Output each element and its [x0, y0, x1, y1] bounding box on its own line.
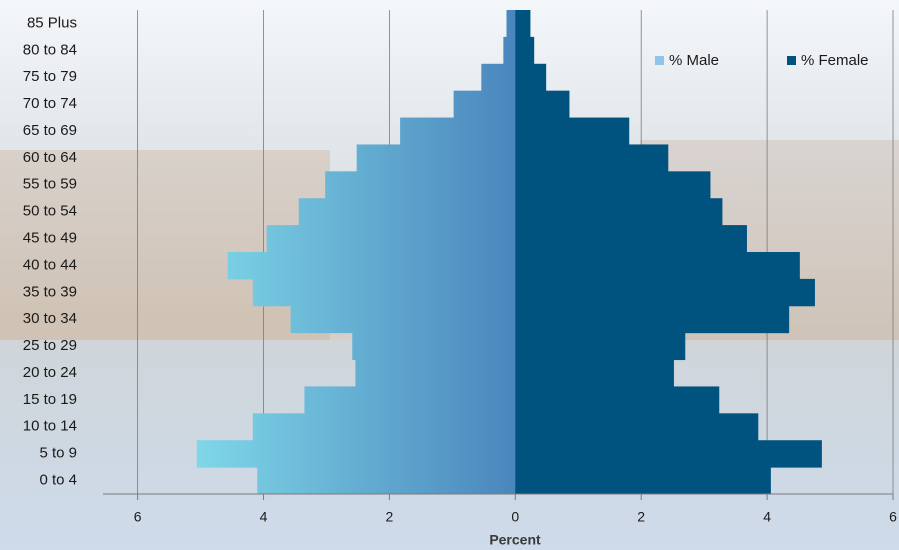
y-tick-label: 25 to 29: [23, 337, 77, 354]
y-tick-label: 5 to 9: [39, 445, 77, 462]
y-tick-label: 30 to 34: [23, 310, 77, 327]
female-bar: [515, 10, 531, 38]
legend-swatch: [787, 56, 796, 65]
y-tick-label: 50 to 54: [23, 203, 77, 220]
y-tick-label: 85 Plus: [27, 14, 77, 31]
legend-swatch: [655, 56, 664, 65]
male-bar: [298, 198, 516, 226]
x-tick-label: 6: [889, 509, 897, 525]
male-bar: [356, 144, 516, 172]
male-bar: [325, 171, 516, 199]
plot: 6 4 2 0 2 4 6 85 Plus 80 to 84 75 to 79 70 to 74 65…: [23, 10, 897, 525]
y-tick-label: 60 to 64: [23, 149, 77, 166]
y-tick-label: 0 to 4: [39, 472, 77, 489]
female-bar: [515, 144, 669, 172]
male-bar: [252, 278, 516, 307]
legend-label: % Female: [801, 52, 869, 69]
x-tick-label: 4: [763, 509, 771, 525]
female-bar: [515, 252, 800, 280]
female-bar: [515, 305, 790, 334]
male-bar: [227, 252, 516, 280]
y-tick-label: 65 to 69: [23, 122, 77, 139]
y-tick-label: 70 to 74: [23, 95, 77, 112]
y-tick-label: 20 to 24: [23, 364, 77, 381]
y-tick-label: 40 to 44: [23, 256, 77, 273]
y-tick-label: 75 to 79: [23, 68, 77, 85]
legend-label: % Male: [669, 52, 719, 69]
y-tick-label: 80 to 84: [23, 41, 77, 58]
female-bar: [515, 171, 711, 199]
female-bar: [515, 386, 720, 414]
male-bar: [257, 467, 516, 495]
female-bar: [515, 117, 630, 145]
female-bar: [515, 63, 547, 92]
female-bar: [515, 440, 822, 468]
female-bar: [515, 278, 815, 307]
x-tick-label: 2: [637, 509, 645, 525]
x-tick-label: 6: [134, 509, 142, 525]
male-bar: [453, 90, 516, 119]
y-tick-label: 55 to 59: [23, 176, 77, 193]
x-tick-label: 4: [260, 509, 268, 525]
female-bar: [515, 90, 570, 119]
female-bar: [515, 332, 686, 361]
male-bar: [266, 225, 516, 253]
male-bar: [304, 386, 516, 414]
male-bar: [196, 440, 516, 468]
x-axis-label: Percent: [489, 532, 541, 548]
y-tick-label: 15 to 19: [23, 391, 77, 408]
x-tick-label: 2: [386, 509, 394, 525]
male-bar: [400, 117, 516, 145]
male-bar: [481, 63, 516, 92]
male-bar: [503, 36, 516, 65]
male-bar: [352, 332, 516, 361]
y-tick-label: 45 to 49: [23, 230, 77, 247]
y-tick-label: 10 to 14: [23, 418, 77, 435]
male-bar: [252, 413, 516, 441]
male-bar: [355, 359, 516, 387]
female-bar: [515, 467, 771, 495]
female-bar: [515, 36, 535, 65]
x-tick-label: 0: [511, 509, 519, 525]
female-bar: [515, 359, 674, 387]
female-bar: [515, 413, 759, 441]
female-bar: [515, 225, 747, 253]
female-bar: [515, 198, 723, 226]
male-bar: [506, 10, 516, 38]
male-bar: [290, 305, 516, 334]
y-tick-label: 35 to 39: [23, 283, 77, 300]
